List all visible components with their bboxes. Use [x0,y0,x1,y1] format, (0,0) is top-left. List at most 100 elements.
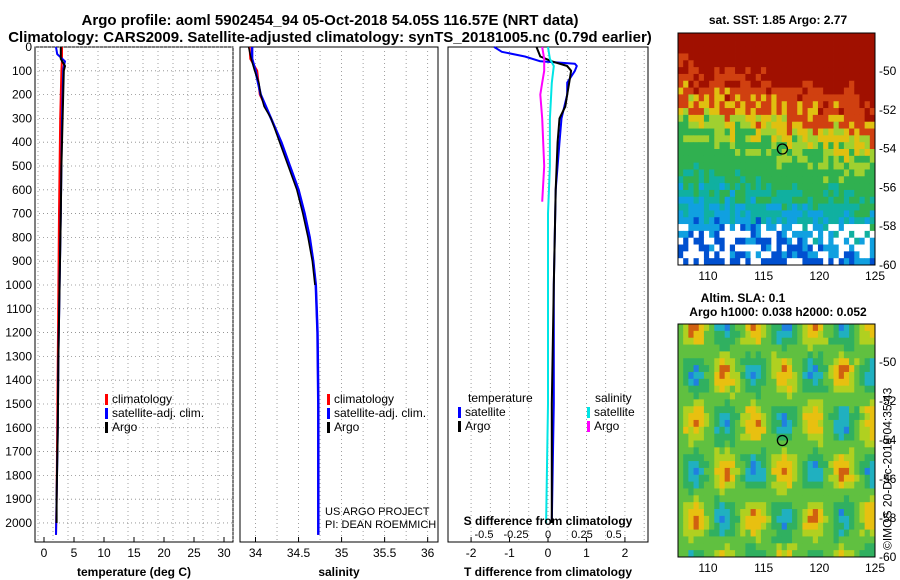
map-cell [838,406,845,414]
map-cell [807,237,814,245]
map-cell [823,461,829,469]
map-cell [683,94,689,102]
map-cell [760,155,767,164]
map-cell [688,101,694,109]
map-cell [698,108,705,116]
map-cell [729,419,736,428]
map-cell [755,244,762,252]
map-cell [823,433,829,441]
map-cell [750,481,757,489]
map-cell [698,142,705,150]
map-cell [781,365,788,373]
map-cell [688,217,694,225]
map-cell [812,251,819,259]
map-cell [709,258,715,266]
map-cell [828,433,834,441]
map-cell [802,515,808,524]
map-cell [869,413,876,421]
map-cell [714,515,720,524]
map-cell [807,251,814,259]
map-cell [849,135,855,143]
map-cell [869,217,876,225]
map-cell [817,509,824,517]
map-cell [678,467,684,476]
map-cell [678,217,684,225]
map-cell [735,149,741,157]
map-cell [859,337,866,345]
map-cell [745,413,751,421]
map-cell [781,142,788,150]
map-cell [859,87,866,95]
map-cell [792,121,798,129]
map-cell [854,406,860,414]
map-cell [843,378,850,387]
map-cell [823,522,829,530]
map-cell [760,440,767,448]
map-cell [735,543,741,551]
map-cell [869,135,876,143]
map-cell [859,142,866,150]
map-cell [745,162,751,170]
map-cell [703,39,710,48]
map-cell [823,101,829,109]
map-cell [802,121,808,129]
map-cell [833,210,840,218]
map-cell [766,237,772,245]
map-cell [735,189,741,198]
map-cell [678,419,684,428]
map-cell [714,258,720,266]
map-cell [812,224,819,232]
map-cell [724,365,731,373]
map-cell [838,53,845,61]
map-cell [724,371,731,380]
map-cell [854,217,860,225]
map-cell [833,365,840,373]
map-cell [807,378,814,387]
map-cell [745,406,751,414]
map-cell [833,474,840,483]
map-cell [786,440,793,448]
map-cell [714,251,720,259]
map-cell [802,474,808,483]
map-cell [849,101,855,109]
map-cell [714,217,720,225]
map-cell [802,210,808,218]
map-cell [714,351,720,359]
map-cell [833,176,840,184]
map-cell [807,351,814,359]
map-cell [859,550,866,558]
map-cell [698,413,705,421]
map-cell [786,135,793,143]
map-cell [869,189,876,198]
map-cell [812,378,819,387]
map-cell [812,474,819,483]
map-cell [776,337,783,345]
map-cell [823,467,829,476]
map-cell [828,330,834,339]
map-cell [854,488,860,496]
map-cell [802,344,808,352]
map-cell [838,155,845,164]
map-cell [703,155,710,164]
map-cell [719,237,726,245]
map-cell [693,224,700,232]
map-cell [864,135,871,143]
map-cell [869,529,876,537]
map-cell [688,230,694,239]
map-cell [869,392,876,400]
map-y-tick: -50 [879,64,897,78]
map-cell [792,80,798,88]
map-cell [719,413,726,421]
map-cell [729,351,736,359]
map-cell [724,60,731,68]
map-cell [869,481,876,489]
map-cell [792,224,798,232]
map-cell [698,371,705,380]
map-cell [817,87,824,95]
map-cell [693,149,700,157]
map-cell [693,351,700,359]
map-cell [750,67,757,75]
map-cell [792,543,798,551]
map-cell [693,196,700,204]
map-cell [693,344,700,352]
